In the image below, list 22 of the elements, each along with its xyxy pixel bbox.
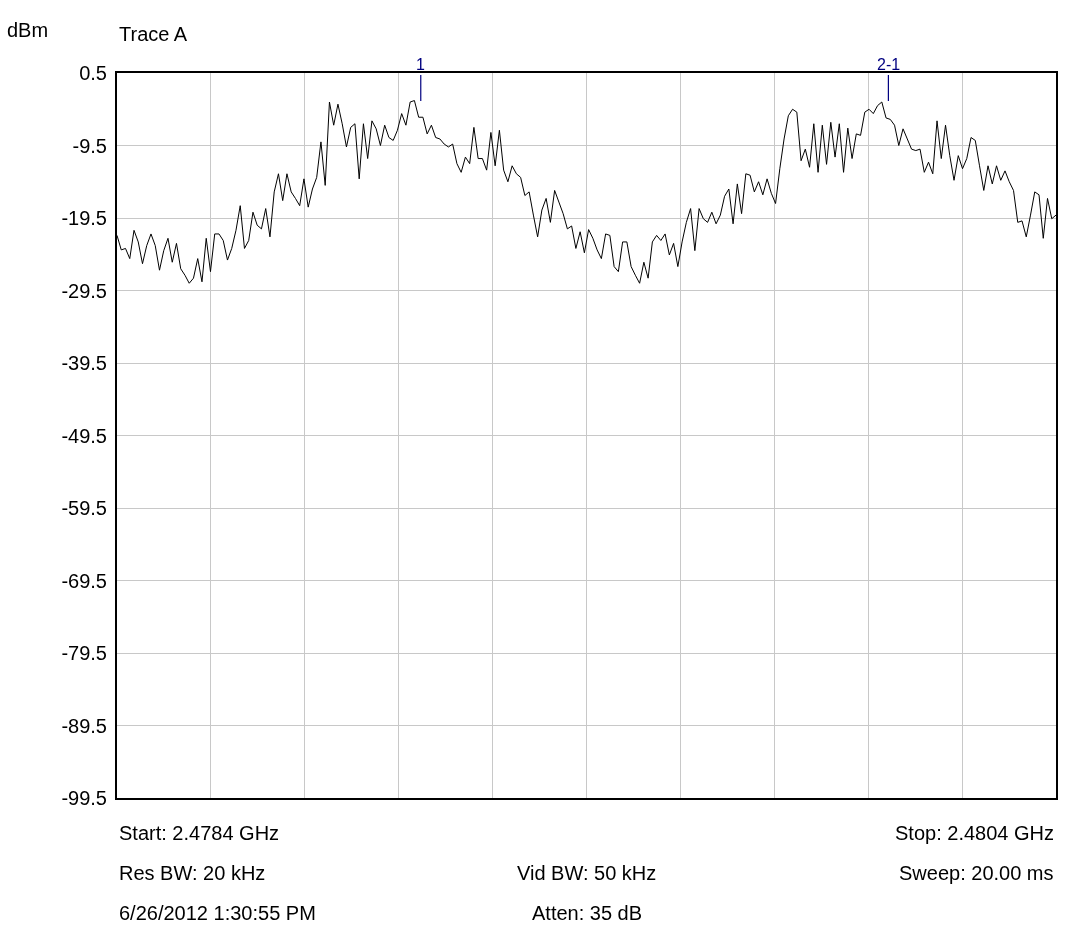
y-tick-label: -49.5 <box>61 424 107 447</box>
y-tick-label: -69.5 <box>61 569 107 592</box>
y-axis-title: dBm <box>7 19 49 41</box>
text: 6/26/2012 1:30:55 PM <box>119 902 316 924</box>
text: Vid BW: 50 kHz <box>517 862 657 884</box>
annotation: 2-1 <box>877 56 901 73</box>
y-tick-label: -79.5 <box>61 642 107 664</box>
chart-title: Trace A <box>119 23 188 45</box>
y-tick-label: -9.5 <box>72 134 107 157</box>
text: Res BW: 20 kHz <box>119 862 266 884</box>
y-tick-label: -29.5 <box>61 279 107 302</box>
annotation: 1 <box>416 56 425 73</box>
text: Sweep: 20.00 ms <box>899 862 1054 884</box>
text: Atten: 35 dB <box>532 902 643 924</box>
y-tick-label: -19.5 <box>61 207 107 229</box>
y-tick-label: -39.5 <box>61 352 107 374</box>
text: Stop: 2.4804 GHz <box>895 822 1054 844</box>
y-tick-label: -59.5 <box>61 497 107 519</box>
text: Start: 2.4784 GHz <box>119 822 280 844</box>
y-tick-label: 0.5 <box>79 62 107 84</box>
y-tick-label: -89.5 <box>61 714 107 737</box>
y-tick-label: -99.5 <box>61 787 107 809</box>
